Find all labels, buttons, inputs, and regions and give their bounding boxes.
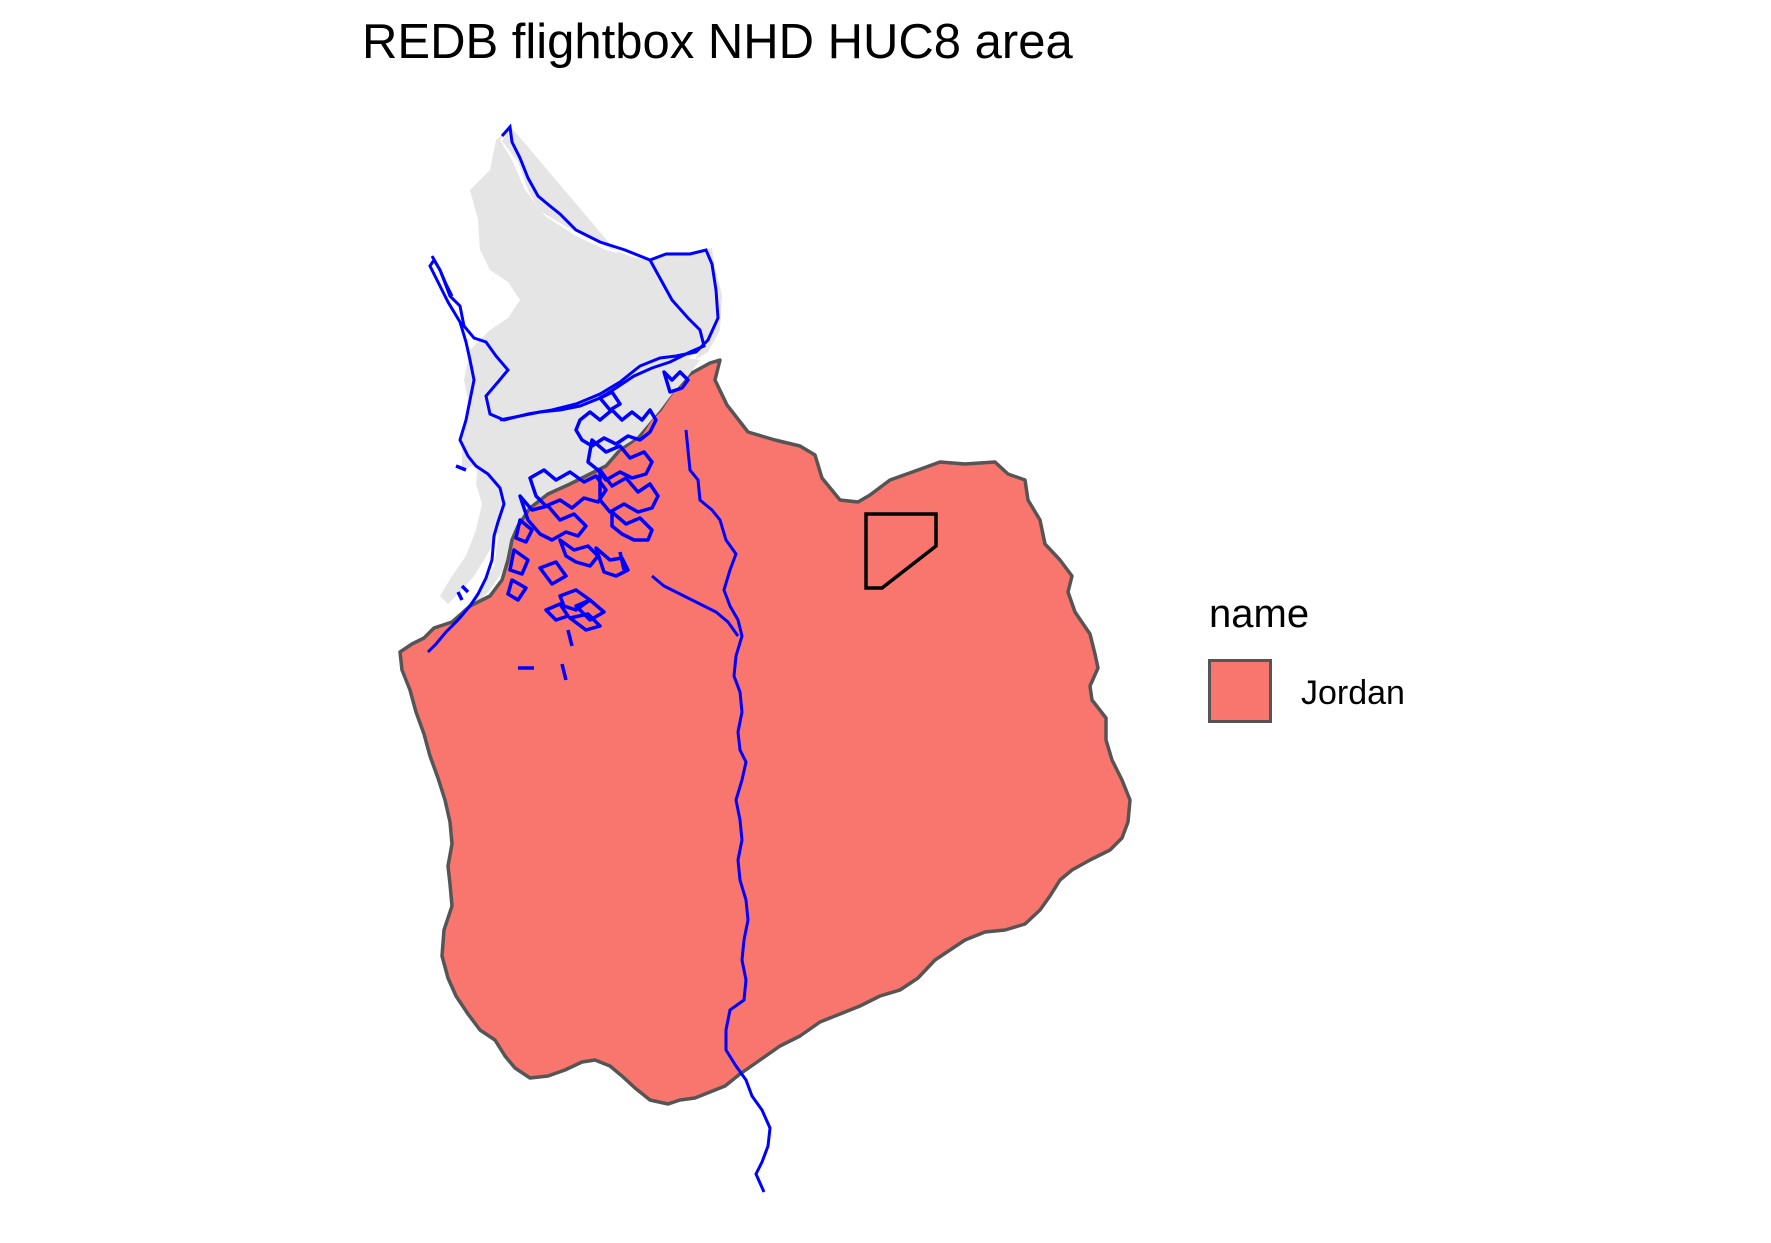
flightbox-outline bbox=[864, 512, 938, 590]
small-flowlines bbox=[455, 464, 626, 681]
legend-key-jordan bbox=[1208, 659, 1272, 723]
legend-title: name bbox=[1209, 592, 1310, 636]
lake-shoreline-east bbox=[499, 259, 706, 422]
wetland-flowlines bbox=[506, 370, 690, 632]
map-title: REDB flightbox NHD HUC8 area bbox=[362, 15, 1073, 69]
western-stream bbox=[430, 255, 454, 297]
legend-label-jordan: Jordan bbox=[1301, 674, 1405, 712]
western-tributary bbox=[651, 574, 740, 637]
lake-inner bbox=[440, 358, 700, 604]
lake-shoreline bbox=[426, 123, 720, 654]
lake-polygon-north bbox=[462, 127, 718, 470]
jordan-river bbox=[684, 429, 772, 1193]
